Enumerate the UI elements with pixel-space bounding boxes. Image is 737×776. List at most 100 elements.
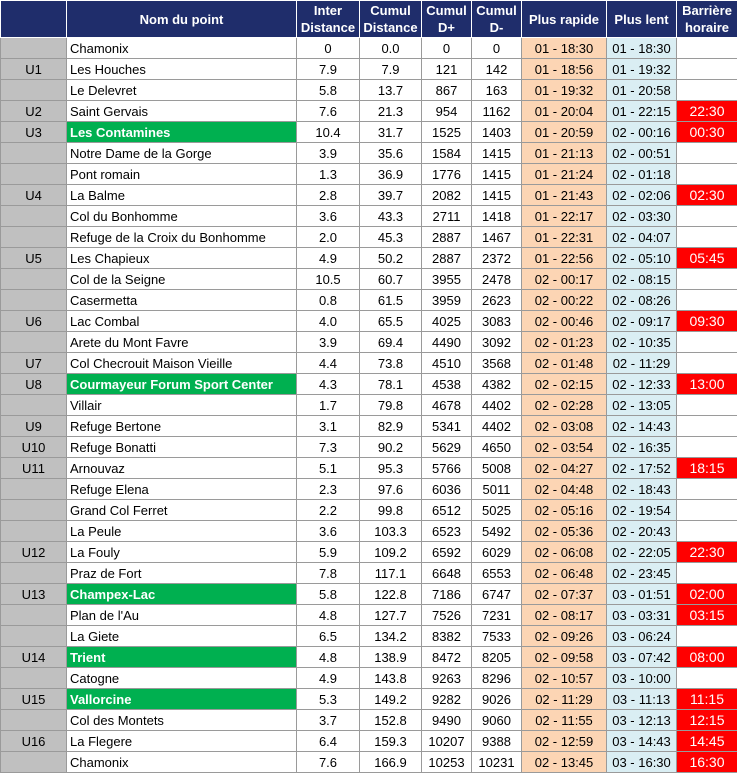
cell-cumul-dplus: 9490 — [421, 709, 472, 731]
cell-slowest: 01 - 20:58 — [606, 79, 677, 101]
cell-code — [0, 37, 67, 59]
cell-time-barrier — [676, 625, 737, 647]
table-row: U5 Les Chapieux 4.9 50.2 2887 2372 01 - 22:56 0… — [0, 247, 737, 269]
cell-code: U1 — [0, 58, 67, 80]
cell-time-barrier: 11:15 — [676, 688, 737, 710]
cell-inter-distance: 4.0 — [296, 310, 360, 332]
header-point-name: Nom du point — [66, 0, 297, 38]
cell-cumul-distance: 7.9 — [359, 58, 422, 80]
cell-time-barrier — [676, 142, 737, 164]
cell-inter-distance: 6.4 — [296, 730, 360, 752]
cell-cumul-dminus: 6553 — [471, 562, 522, 584]
cell-time-barrier — [676, 520, 737, 542]
table-row: U9 Refuge Bertone 3.1 82.9 5341 4402 02 - 03:0… — [0, 415, 737, 437]
cell-cumul-distance: 78.1 — [359, 373, 422, 395]
cell-cumul-dplus: 5629 — [421, 436, 472, 458]
cell-cumul-dplus: 1525 — [421, 121, 472, 143]
cell-code: U9 — [0, 415, 67, 437]
cell-cumul-distance: 0.0 — [359, 37, 422, 59]
cell-point-name: La Fouly — [66, 541, 297, 563]
cell-cumul-distance: 95.3 — [359, 457, 422, 479]
cell-time-barrier: 02:00 — [676, 583, 737, 605]
cell-point-name: Pont romain — [66, 163, 297, 185]
cell-fastest: 02 - 04:27 — [521, 457, 607, 479]
cell-time-barrier — [676, 289, 737, 311]
table-row: U6 Lac Combal 4.0 65.5 4025 3083 02 - 00:46 02 … — [0, 310, 737, 332]
table-header: Nom du point Inter Distance Cumul Distance… — [0, 0, 737, 38]
cell-fastest: 02 - 04:48 — [521, 478, 607, 500]
cell-time-barrier — [676, 415, 737, 437]
header-code — [0, 0, 67, 38]
cell-code: U3 — [0, 121, 67, 143]
cell-cumul-distance: 21.3 — [359, 100, 422, 122]
cell-point-name: Notre Dame de la Gorge — [66, 142, 297, 164]
cell-slowest: 02 - 16:35 — [606, 436, 677, 458]
cell-inter-distance: 3.6 — [296, 520, 360, 542]
cell-cumul-distance: 109.2 — [359, 541, 422, 563]
cell-code — [0, 142, 67, 164]
cell-cumul-dplus: 121 — [421, 58, 472, 80]
cell-code: U10 — [0, 436, 67, 458]
table-row: U16 La Flegere 6.4 159.3 10207 9388 02 - 12:59… — [0, 730, 737, 752]
cell-cumul-distance: 134.2 — [359, 625, 422, 647]
cell-cumul-dplus: 9263 — [421, 667, 472, 689]
cell-cumul-distance: 117.1 — [359, 562, 422, 584]
cell-slowest: 02 - 19:54 — [606, 499, 677, 521]
cell-inter-distance: 2.0 — [296, 226, 360, 248]
cell-inter-distance: 0 — [296, 37, 360, 59]
cell-fastest: 02 - 02:28 — [521, 394, 607, 416]
cell-fastest: 02 - 06:48 — [521, 562, 607, 584]
cell-cumul-distance: 149.2 — [359, 688, 422, 710]
cell-inter-distance: 2.2 — [296, 499, 360, 521]
cell-slowest: 01 - 18:30 — [606, 37, 677, 59]
cell-cumul-dplus: 6592 — [421, 541, 472, 563]
cell-cumul-dplus: 3959 — [421, 289, 472, 311]
cell-fastest: 01 - 22:17 — [521, 205, 607, 227]
cell-fastest: 02 - 00:17 — [521, 268, 607, 290]
cell-code: U6 — [0, 310, 67, 332]
cell-cumul-distance: 65.5 — [359, 310, 422, 332]
cell-fastest: 02 - 05:36 — [521, 520, 607, 542]
cell-point-name: La Giete — [66, 625, 297, 647]
header-inter-line1: Inter — [313, 3, 343, 18]
cell-time-barrier — [676, 394, 737, 416]
cell-slowest: 02 - 10:35 — [606, 331, 677, 353]
cell-point-name: Col des Montets — [66, 709, 297, 731]
cell-cumul-dplus: 5341 — [421, 415, 472, 437]
cell-cumul-dminus: 5492 — [471, 520, 522, 542]
cell-slowest: 03 - 11:13 — [606, 688, 677, 710]
cell-inter-distance: 1.3 — [296, 163, 360, 185]
cell-inter-distance: 2.8 — [296, 184, 360, 206]
cell-point-name: Champex-Lac — [66, 583, 297, 605]
cell-point-name: Refuge Bertone — [66, 415, 297, 437]
table-row: Catogne 4.9 143.8 9263 8296 02 - 10:57 03 - 10… — [0, 667, 737, 689]
cell-fastest: 01 - 18:30 — [521, 37, 607, 59]
cell-cumul-dminus: 8205 — [471, 646, 522, 668]
cell-cumul-dplus: 954 — [421, 100, 472, 122]
cell-cumul-dminus: 4402 — [471, 415, 522, 437]
header-inter-distance: Inter Distance — [296, 0, 360, 38]
cell-fastest: 02 - 01:23 — [521, 331, 607, 353]
table-row: U14 Trient 4.8 138.9 8472 8205 02 - 09:58 03 - … — [0, 646, 737, 668]
cell-cumul-dminus: 10231 — [471, 751, 522, 773]
cell-point-name: Catogne — [66, 667, 297, 689]
cell-point-name: Refuge Bonatti — [66, 436, 297, 458]
cell-code — [0, 751, 67, 773]
cell-inter-distance: 3.9 — [296, 331, 360, 353]
cell-code: U4 — [0, 184, 67, 206]
cell-cumul-dminus: 3092 — [471, 331, 522, 353]
cell-cumul-dminus: 4402 — [471, 394, 522, 416]
cell-fastest: 02 - 13:45 — [521, 751, 607, 773]
cell-cumul-dplus: 867 — [421, 79, 472, 101]
table-row: Arete du Mont Favre 3.9 69.4 4490 3092 02 - 0… — [0, 331, 737, 353]
cell-point-name: Courmayeur Forum Sport Center — [66, 373, 297, 395]
cell-inter-distance: 3.6 — [296, 205, 360, 227]
cell-cumul-dminus: 4650 — [471, 436, 522, 458]
cell-cumul-dplus: 2711 — [421, 205, 472, 227]
table-row: Villair 1.7 79.8 4678 4402 02 - 02:28 02 - 13:… — [0, 394, 737, 416]
cell-slowest: 02 - 05:10 — [606, 247, 677, 269]
cell-slowest: 02 - 20:43 — [606, 520, 677, 542]
cell-cumul-dminus: 6747 — [471, 583, 522, 605]
cell-time-barrier: 03:15 — [676, 604, 737, 626]
cell-time-barrier: 22:30 — [676, 100, 737, 122]
